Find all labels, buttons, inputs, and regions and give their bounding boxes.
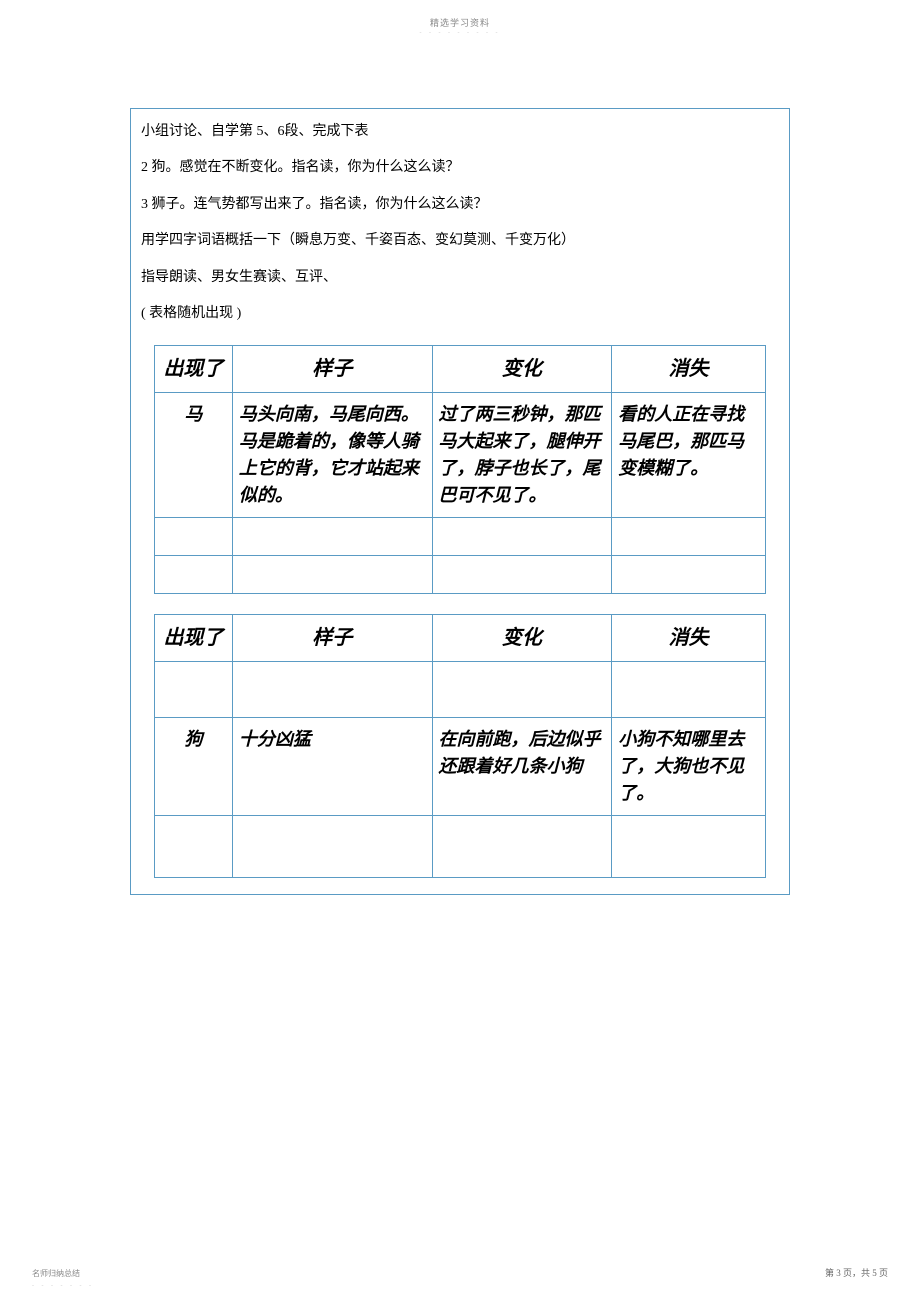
cell-dog-appearance: 十分凶猛: [232, 718, 432, 816]
table-1: 出现了 样子 变化 消失 马 马头向南，马尾向西。马是跪着的，像等人骑上它的背，…: [154, 345, 766, 594]
cell-horse-disappear: 看的人正在寻找马尾巴，那匹马变模糊了。: [612, 393, 766, 518]
empty-cell: [155, 662, 233, 718]
instruction-line-2: 2 狗。感觉在不断变化。指名读，你为什么这么读？: [139, 157, 781, 179]
cell-dog-label: 狗: [155, 718, 233, 816]
table-header-row: 出现了 样子 变化 消失: [155, 346, 766, 393]
empty-cell: [432, 662, 612, 718]
cell-horse-appearance: 马头向南，马尾向西。马是跪着的，像等人骑上它的背，它才站起来似的。: [232, 393, 432, 518]
table-header-row: 出现了 样子 变化 消失: [155, 615, 766, 662]
cell-dog-disappear: 小狗不知哪里去了，大狗也不见了。: [612, 718, 766, 816]
footer-left-label: 名师归纳总结: [32, 1268, 80, 1279]
cell-dog-change: 在向前跑，后边似乎还跟着好几条小狗: [432, 718, 612, 816]
header-col-appeared: 出现了: [155, 615, 233, 662]
instruction-line-3: 3 狮子。连气势都写出来了。指名读，你为什么这么读？: [139, 194, 781, 216]
content-box: 小组讨论、自学第 5、6段、完成下表 2 狗。感觉在不断变化。指名读，你为什么这…: [130, 108, 790, 895]
cell-horse-change: 过了两三秒钟，那匹马大起来了，腿伸开了，脖子也长了，尾巴可不见了。: [432, 393, 612, 518]
empty-cell: [232, 662, 432, 718]
empty-cell: [232, 518, 432, 556]
table-row-empty: [155, 556, 766, 594]
empty-cell: [432, 816, 612, 878]
header-dots: - - - - - - - - -: [420, 30, 501, 36]
instruction-line-5: 指导朗读、男女生赛读、互评、: [139, 267, 781, 289]
empty-cell: [612, 816, 766, 878]
table-row: 狗 十分凶猛 在向前跑，后边似乎还跟着好几条小狗 小狗不知哪里去了，大狗也不见了…: [155, 718, 766, 816]
header-col-change: 变化: [432, 346, 612, 393]
empty-cell: [612, 662, 766, 718]
table-2: 出现了 样子 变化 消失 狗 十分凶猛 在向前跑，后边似乎还跟着好几条小狗 小狗…: [154, 614, 766, 878]
header-watermark: 精选学习资料: [430, 16, 490, 29]
header-col-appeared: 出现了: [155, 346, 233, 393]
empty-cell: [232, 816, 432, 878]
instruction-line-6: ( 表格随机出现 ): [139, 303, 781, 325]
header-col-appearance: 样子: [232, 615, 432, 662]
table-row-empty: [155, 816, 766, 878]
empty-cell: [155, 518, 233, 556]
empty-cell: [432, 518, 612, 556]
header-col-appearance: 样子: [232, 346, 432, 393]
header-col-disappear: 消失: [612, 346, 766, 393]
empty-cell: [612, 556, 766, 594]
header-col-change: 变化: [432, 615, 612, 662]
page-number: 第 3 页，共 5 页: [825, 1266, 888, 1279]
empty-cell: [432, 556, 612, 594]
header-col-disappear: 消失: [612, 615, 766, 662]
table-row-empty: [155, 518, 766, 556]
empty-cell: [612, 518, 766, 556]
cell-horse-label: 马: [155, 393, 233, 518]
footer-dots: - - - - - - -: [32, 1283, 94, 1289]
instruction-line-1: 小组讨论、自学第 5、6段、完成下表: [139, 121, 781, 143]
table-row-empty: [155, 662, 766, 718]
empty-cell: [155, 556, 233, 594]
empty-cell: [155, 816, 233, 878]
instruction-line-4: 用学四字词语概括一下（瞬息万变、千姿百态、变幻莫测、千变万化）: [139, 230, 781, 252]
empty-cell: [232, 556, 432, 594]
table-row: 马 马头向南，马尾向西。马是跪着的，像等人骑上它的背，它才站起来似的。 过了两三…: [155, 393, 766, 518]
